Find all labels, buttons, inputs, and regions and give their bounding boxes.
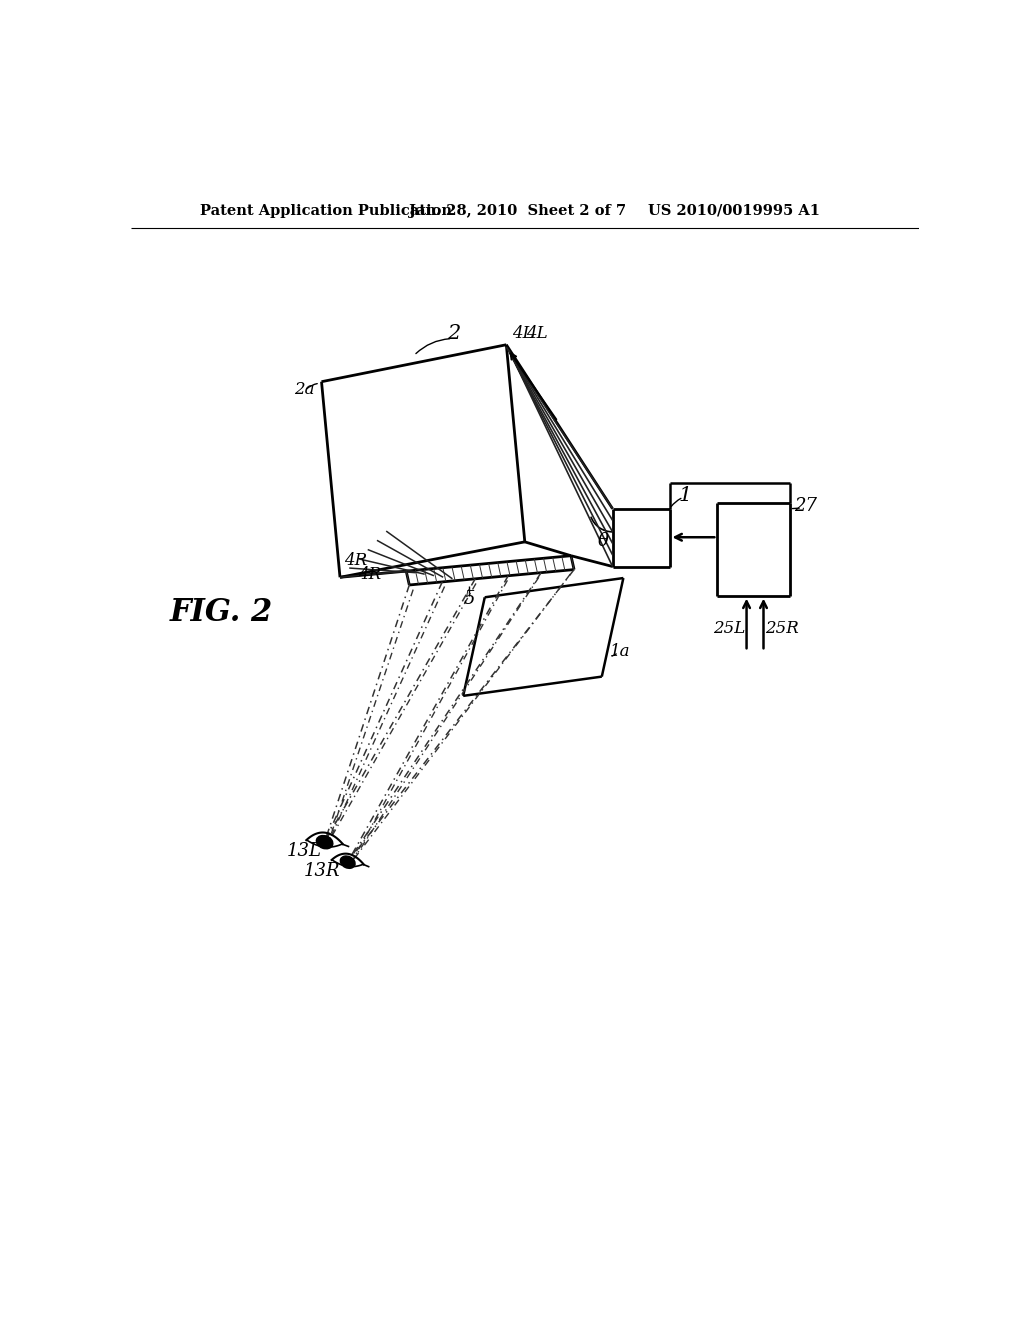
Text: Jan. 28, 2010  Sheet 2 of 7: Jan. 28, 2010 Sheet 2 of 7 xyxy=(410,203,627,218)
Text: 4L: 4L xyxy=(512,326,535,342)
Text: 5: 5 xyxy=(464,590,475,607)
Text: 2: 2 xyxy=(447,325,461,343)
Text: θ: θ xyxy=(598,532,609,550)
Text: 1a: 1a xyxy=(610,643,631,660)
Text: 25L: 25L xyxy=(713,619,745,636)
Text: 2a: 2a xyxy=(294,381,314,397)
Ellipse shape xyxy=(316,836,333,849)
Text: FIG. 2: FIG. 2 xyxy=(170,597,273,628)
Text: 1: 1 xyxy=(678,486,691,506)
Text: 4R: 4R xyxy=(344,552,367,569)
Text: 13R: 13R xyxy=(303,862,340,880)
Text: 4R: 4R xyxy=(357,566,381,582)
Ellipse shape xyxy=(340,855,355,869)
Text: Patent Application Publication: Patent Application Publication xyxy=(200,203,452,218)
Text: US 2010/0019995 A1: US 2010/0019995 A1 xyxy=(648,203,820,218)
Text: 27: 27 xyxy=(794,498,816,515)
Text: 4L: 4L xyxy=(526,326,548,342)
Text: 25R: 25R xyxy=(765,619,799,636)
Text: 13L: 13L xyxy=(287,842,323,861)
